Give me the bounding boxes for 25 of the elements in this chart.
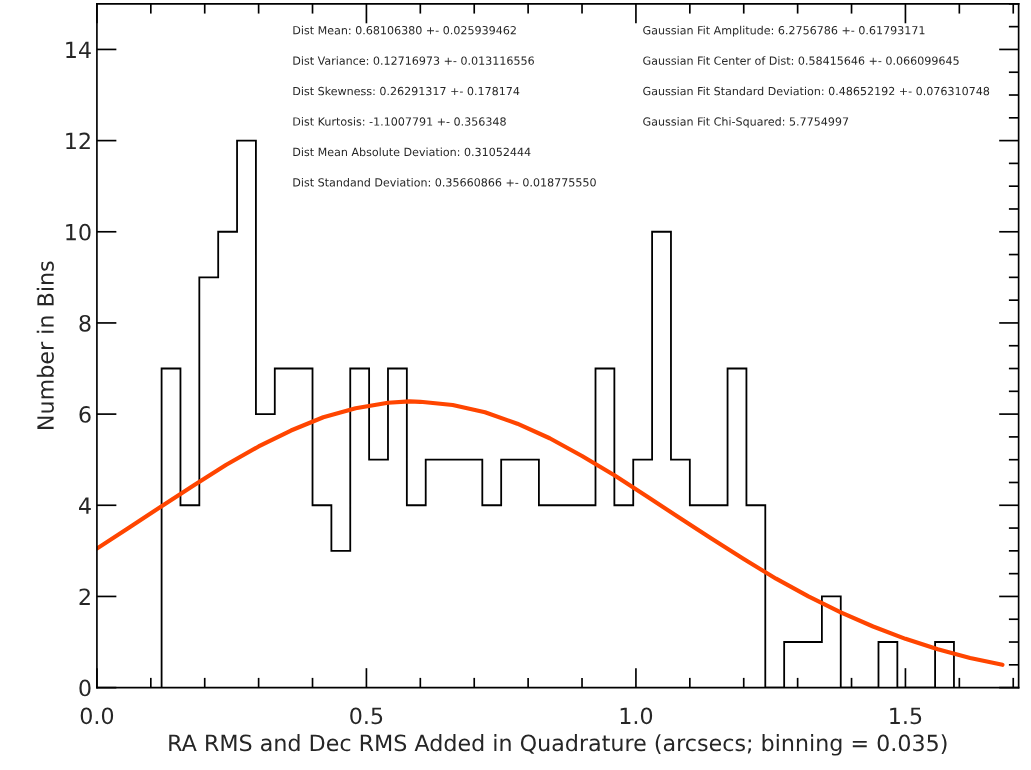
annotation: Dist Mean Absolute Deviation: 0.31052444 (293, 147, 531, 157)
y-tick-label: 4 (79, 497, 91, 514)
line-series (96, 399, 1005, 667)
y-tick-label: 10 (66, 223, 91, 241)
y-tick-label: 6 (79, 406, 91, 423)
annotation: Gaussian Fit Standard Deviation: 0.48652192 +- 0.076310748 (643, 86, 990, 96)
x-tick-label: 1.5 (890, 707, 922, 725)
annotation: Dist Mean: 0.68106380 +- 0.025939462 (293, 25, 516, 35)
annotation: Dist Skewness: 0.26291317 +- 0.178174 (293, 86, 520, 96)
x-tick-label: 0.0 (80, 707, 114, 725)
y-tick-label: 2 (79, 588, 90, 605)
y-tick-label: 8 (79, 314, 91, 332)
annotation: Gaussian Fit Center of Dist: 0.58415646 +- 0.066099645 (643, 56, 959, 65)
annotation: Dist Kurtosis: -1.1007791 +- 0.356348 (293, 117, 506, 126)
annotation: Gaussian Fit Chi-Squared: 5.7754997 (643, 117, 849, 128)
x-tick-label: 1.0 (620, 707, 653, 725)
y-tick-label: 0 (79, 679, 91, 697)
y-tick-label: 14 (66, 41, 91, 58)
y-axis-title: Number in Bins (36, 261, 54, 429)
annotation: Dist Variance: 0.12716973 +- 0.013116556 (293, 56, 534, 65)
annotation: Dist Standand Deviation: 0.35660866 +- 0.018775550 (293, 177, 596, 187)
x-axis-title: RA RMS and Dec RMS Added in Quadrature (arcsecs; binning = 0.035) (169, 734, 947, 756)
y-tick-label: 12 (66, 132, 90, 150)
annotation: Gaussian Fit Amplitude: 6.2756786 +- 0.61793171 (643, 25, 925, 37)
x-tick-label: 0.5 (350, 707, 383, 725)
